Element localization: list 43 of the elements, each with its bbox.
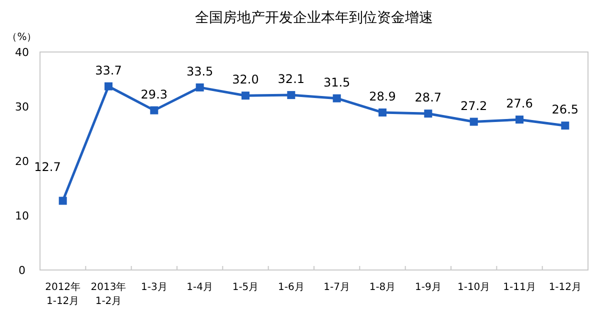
y-tick-label: 40 <box>15 46 29 59</box>
x-tick-label: 1-5月 <box>232 282 259 293</box>
data-label: 32.1 <box>278 72 305 86</box>
x-tick-label: 1-4月 <box>186 282 214 293</box>
point <box>424 110 432 118</box>
x-tick-label: 1-12月 <box>548 282 582 293</box>
point <box>332 94 341 102</box>
data-label: 33.5 <box>186 64 214 78</box>
point <box>287 91 296 100</box>
x-tick-label: 2013年 1-2月 <box>90 281 126 307</box>
data-label: 27.2 <box>460 98 488 113</box>
x-tick-label: 2012年 1-12月 <box>45 281 81 307</box>
data-label: 28.7 <box>414 90 442 105</box>
data-label: 33.7 <box>95 63 122 78</box>
y-tick-label: 30 <box>15 100 29 114</box>
y-axis-title: （%） <box>7 32 37 43</box>
data-label: 31.5 <box>323 75 350 90</box>
data-label: 12.7 <box>34 160 61 174</box>
data-label: 29.3 <box>140 87 168 102</box>
point <box>470 118 478 126</box>
point <box>104 82 112 90</box>
x-tick-label: 1-3月 <box>140 282 168 293</box>
x-tick-label: 1-11月 <box>503 282 536 293</box>
x-tick-label: 1-9月 <box>414 282 442 293</box>
data-label: 26.5 <box>552 102 579 117</box>
point <box>242 92 250 100</box>
point <box>150 106 158 114</box>
x-tick-label: 1-8月 <box>369 282 396 293</box>
x-tick-label: 1-6月 <box>278 282 304 293</box>
data-label: 32.0 <box>232 72 259 87</box>
data-label: 27.6 <box>506 96 533 111</box>
x-tick-label: 1-7月 <box>324 282 350 293</box>
point <box>561 122 570 130</box>
y-tick-label: 10 <box>15 210 29 222</box>
y-tick-label: 0 <box>18 264 26 277</box>
chart-title: 全国房地产开发企业本年到位资金增速 <box>195 10 433 26</box>
data-label: 28.9 <box>369 89 396 104</box>
x-tick-label: 1-10月 <box>457 282 490 293</box>
point <box>378 108 386 116</box>
point <box>58 196 67 205</box>
y-tick-label: 20 <box>15 155 29 168</box>
point <box>196 83 204 92</box>
point <box>516 116 524 124</box>
